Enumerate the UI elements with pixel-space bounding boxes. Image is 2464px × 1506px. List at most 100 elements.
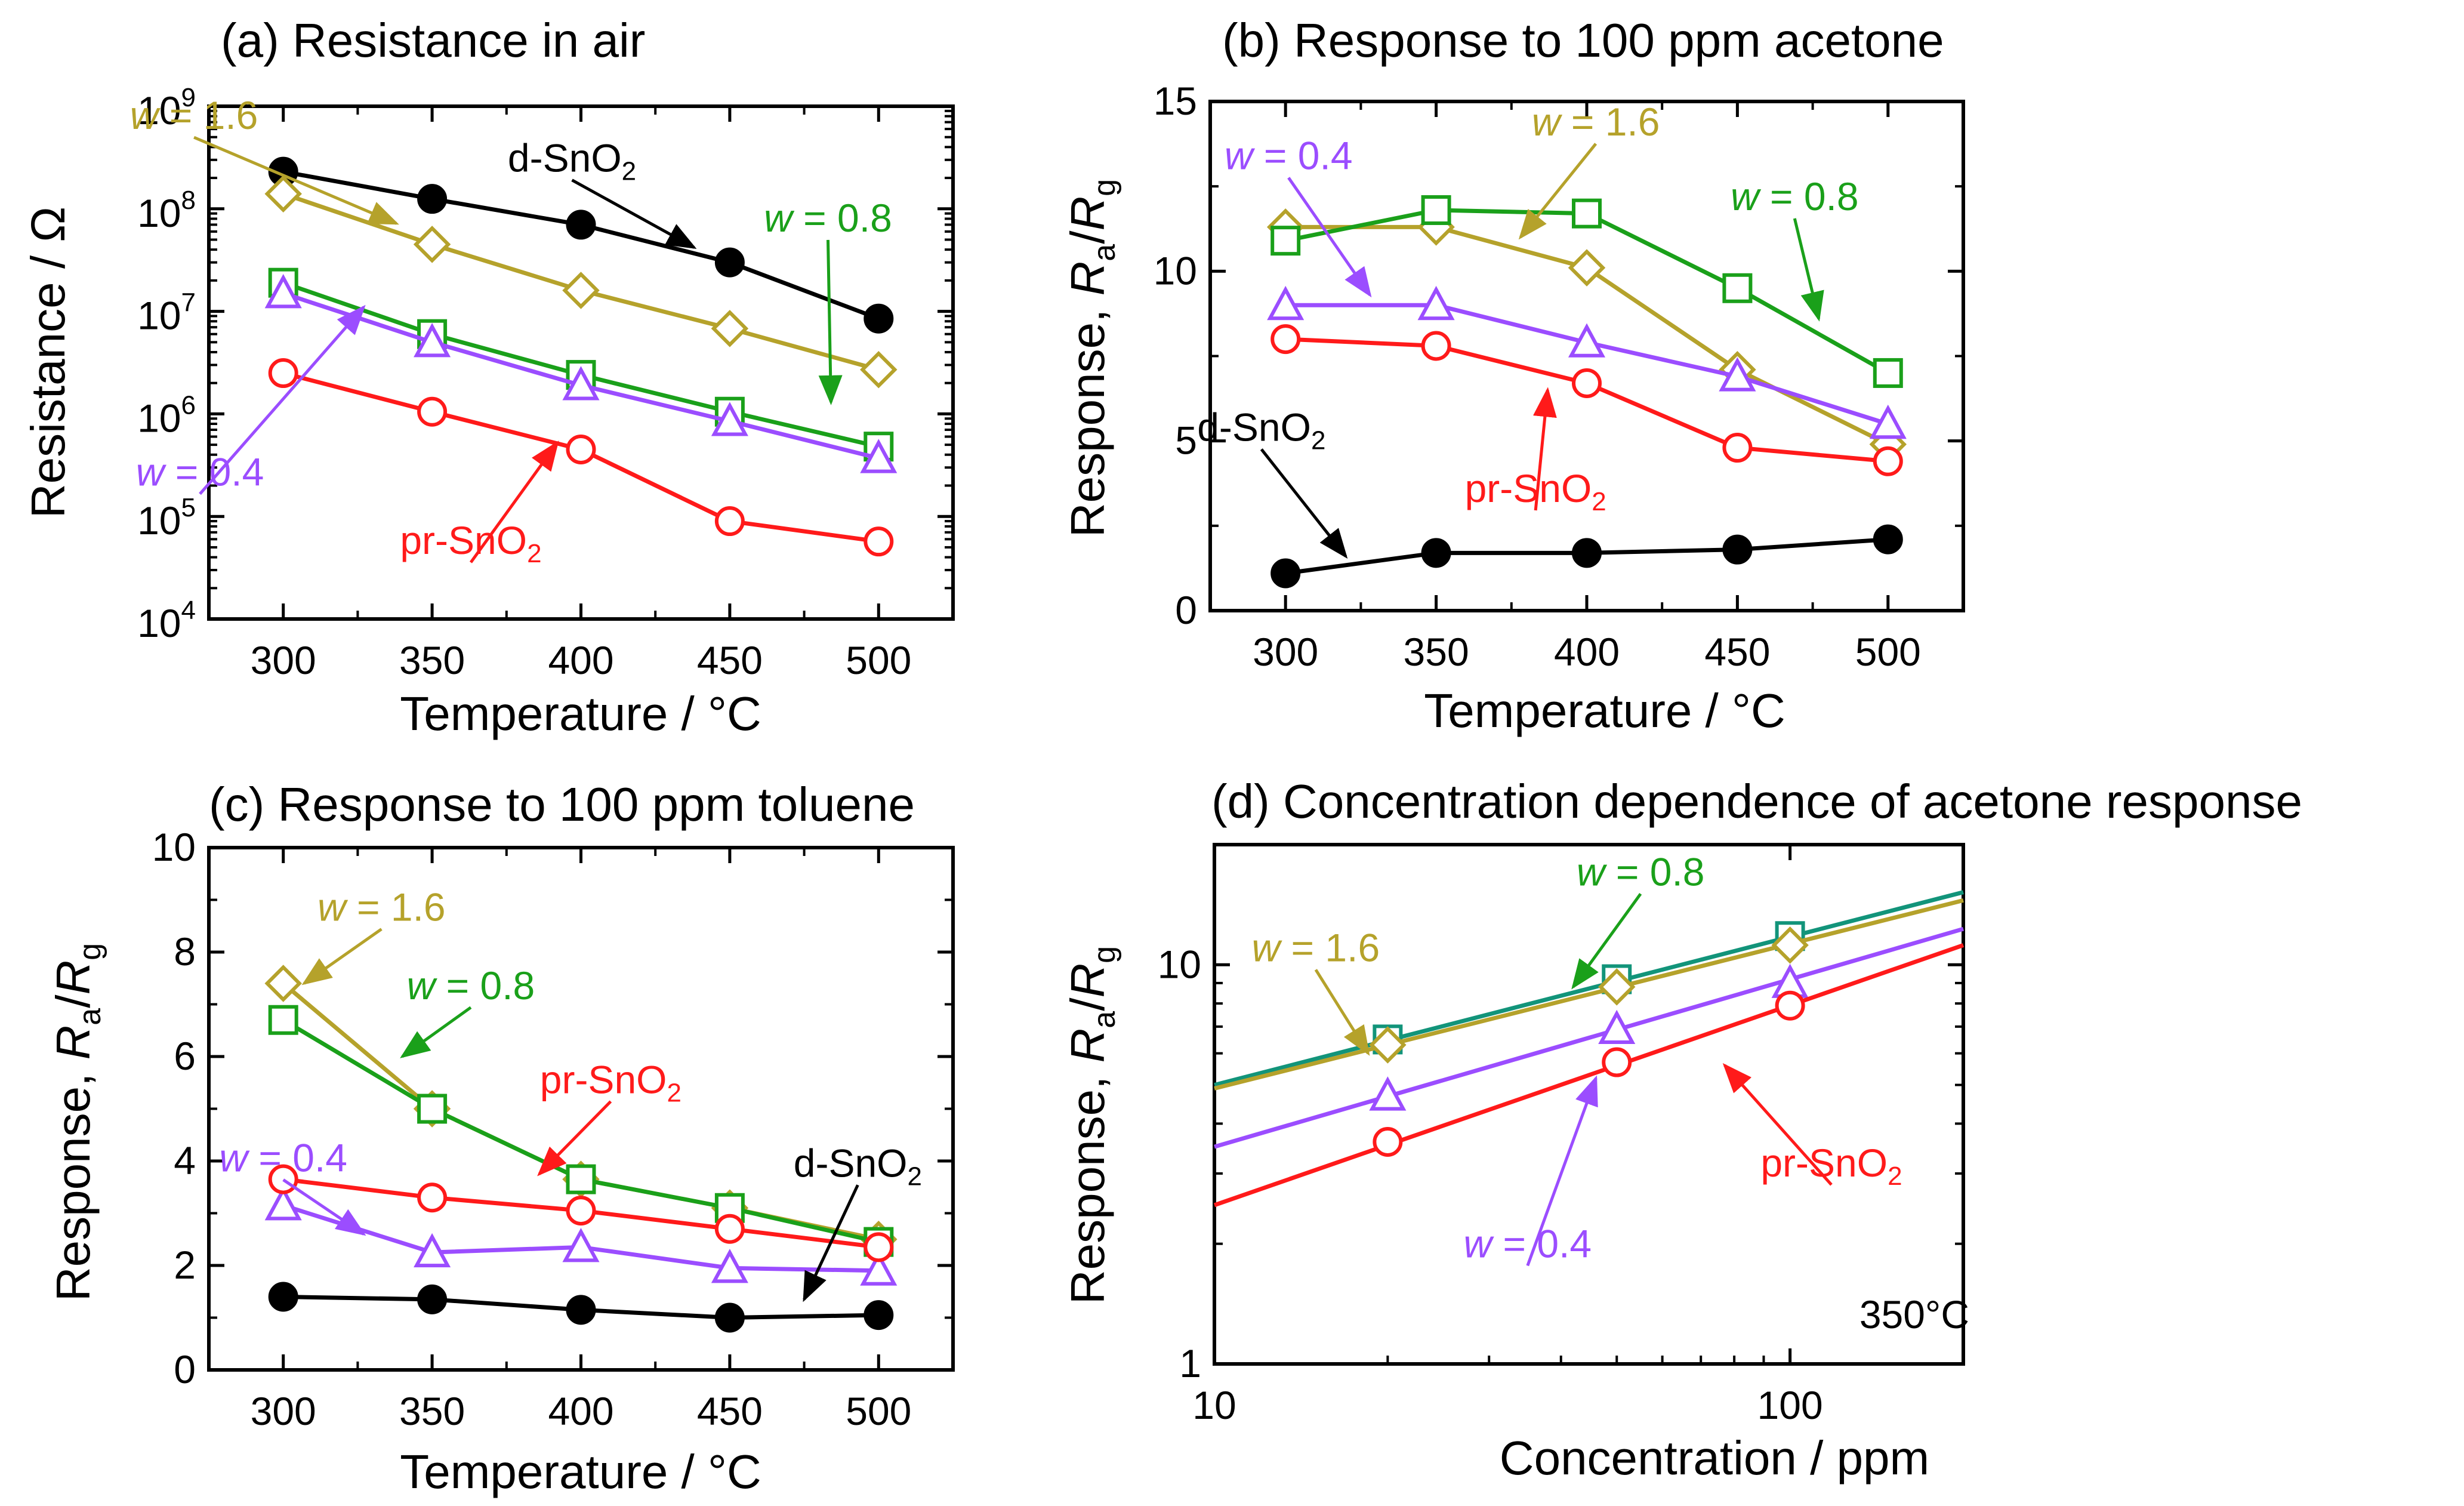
panel-b-point-w-0-8 <box>1722 273 1753 303</box>
panel-d-point-pr-sno2 <box>1373 1127 1403 1157</box>
panel-d-frame <box>1213 843 1965 1366</box>
panel-b-xlabel: Temperature / °C <box>1424 684 1785 737</box>
panel-c-series-w-0-4 <box>264 1186 898 1286</box>
panel-c-point-pr-sno2 <box>566 1196 596 1226</box>
panel-c-arrow-w-1-6 <box>301 928 383 985</box>
panel-b-ylabel: Response, Ra/Rg <box>1061 179 1122 537</box>
panel-b-point-w-0-4 <box>1417 285 1455 321</box>
ylabel-d-5: g <box>1087 946 1122 963</box>
panel-b-point-w-0-4 <box>1267 285 1305 321</box>
panel-b: (b) Response to 100 ppm acetone Response… <box>1061 14 1965 737</box>
panel-b-arrow-w-0-8 <box>1793 218 1824 322</box>
panel-b-point-d-sno2 <box>1873 524 1903 555</box>
ylabel-b-3: / <box>1061 230 1114 244</box>
panel-b-point-pr-sno2 <box>1873 446 1903 476</box>
ylabel-b-5: g <box>1087 179 1122 196</box>
panel-b-series-w-0-4 <box>1267 285 1907 439</box>
panel-d-label-pr-sno2: pr-SnO2 <box>1760 1141 1902 1191</box>
panel-c-ylabel-text: Response, Ra/Rg <box>47 943 107 1301</box>
panel-b-arrow-w-0-4 <box>1287 177 1372 298</box>
panel-b-point-w-0-8 <box>1421 195 1451 225</box>
panel-a-label-w-0-8: w = 0.8 <box>764 196 892 240</box>
panel-d-label-w-0-8: w = 0.8 <box>1577 849 1705 894</box>
panel-c-point-w-0-4 <box>264 1186 302 1221</box>
panel-a-xtick-label: 400 <box>548 638 613 682</box>
panel-c-xtick-label: 300 <box>251 1389 316 1433</box>
panel-c-point-w-0-8 <box>268 1005 298 1035</box>
panel-c-point-d-sno2 <box>417 1284 448 1314</box>
panel-a-ytick-label: 109 <box>137 83 196 133</box>
panel-a-arrow-w-1-6 <box>193 135 399 225</box>
panel-d-xtick-label: 10 <box>1192 1383 1236 1427</box>
panel-b-point-w-1-6 <box>1568 249 1606 287</box>
panel-a-point-w-1-6 <box>264 175 302 212</box>
panel-b-series-pr-sno2 <box>1270 324 1903 476</box>
panel-d-xlabel: Concentration / ppm <box>1500 1431 1929 1485</box>
panel-b-point-d-sno2 <box>1722 534 1753 565</box>
panel-c-label-pr-sno2: pr-SnO2 <box>540 1057 681 1107</box>
panel-d-xtick-label: 100 <box>1757 1383 1823 1427</box>
panel-d-ylabel-text: Response, Ra/Rg <box>1061 946 1122 1304</box>
panel-a-point-pr-sno2 <box>566 434 596 464</box>
panel-a-point-pr-sno2 <box>417 396 448 427</box>
panel-c-point-pr-sno2 <box>417 1182 448 1213</box>
panel-d-label-w-0-4: w = 0.4 <box>1463 1221 1592 1265</box>
panel-a-series-w-1-6 <box>264 175 898 389</box>
panel-c-point-w-0-4 <box>562 1228 600 1262</box>
panel-b-label-w-1-6: w = 1.6 <box>1532 100 1660 144</box>
panel-c-xlabel: Temperature / °C <box>400 1445 761 1498</box>
ylabel-b-0: Response, <box>1061 295 1114 537</box>
panel-c-ytick-label: 4 <box>174 1138 196 1182</box>
panel-d-series-w-0-4 <box>1214 926 1964 1149</box>
panel-b-xtick-label: 450 <box>1704 630 1770 674</box>
panel-c-ytick-label: 6 <box>174 1034 196 1078</box>
panel-d-point-pr-sno2 <box>1602 1047 1632 1077</box>
panel-c-point-w-0-4 <box>860 1251 898 1286</box>
panel-c-label-w-0-4: w = 0.4 <box>219 1136 347 1180</box>
panel-d-point-pr-sno2 <box>1775 990 1805 1021</box>
panel-d-series-w-1-6 <box>1214 898 1964 1091</box>
panel-b-series-w-0-8 <box>1270 195 1903 388</box>
panel-c-point-d-sno2 <box>864 1300 894 1331</box>
panel-c-point-pr-sno2 <box>864 1232 894 1262</box>
panel-c-ytick-label: 2 <box>174 1243 196 1287</box>
panel-a-arrow-pr-sno2 <box>469 441 559 563</box>
panel-c-series-w-0-8 <box>268 1005 894 1257</box>
panel-c-plot: 300 350 400 450 500 0 2 4 6 8 10 w = 1.6 w = 0.8 pr-S… <box>152 825 955 1433</box>
panel-a-point-w-0-4 <box>860 439 898 473</box>
panel-a-point-w-0-4 <box>264 274 302 309</box>
panel-d-ytick-label: 10 <box>1158 942 1201 986</box>
panel-d-arrow-w-0-4 <box>1526 1075 1598 1267</box>
panel-a-point-pr-sno2 <box>864 526 894 557</box>
panel-a-xtick-label: 350 <box>399 638 465 682</box>
panel-a-xtick-label: 450 <box>697 638 763 682</box>
panel-c-ytick-label: 10 <box>152 825 196 869</box>
panel-b-label-w-0-4: w = 0.4 <box>1225 134 1353 178</box>
ylabel-d-1: R <box>1061 1028 1114 1063</box>
panel-b-label-d-sno2: d-SnO2 <box>1197 405 1325 455</box>
panel-c-point-pr-sno2 <box>714 1214 745 1244</box>
panel-a-point-pr-sno2 <box>714 506 745 537</box>
panel-d: (d) Concentration dependence of acetone … <box>1061 775 2302 1485</box>
ylabel-d-3: / <box>1061 997 1114 1011</box>
panel-a-point-w-1-6 <box>860 351 898 389</box>
panel-b-point-pr-sno2 <box>1270 324 1301 355</box>
panel-b-point-w-0-8 <box>1572 198 1602 229</box>
panel-b-arrow-d-sno2 <box>1260 448 1348 559</box>
panel-c: (c) Response to 100 ppm toluene Response… <box>47 778 955 1498</box>
temperature-note: 350°C <box>1859 1292 1969 1336</box>
panel-c-point-w-0-4 <box>711 1249 748 1283</box>
panel-a-point-d-sno2 <box>417 184 448 214</box>
panel-b-point-pr-sno2 <box>1722 433 1753 463</box>
panel-b-point-d-sno2 <box>1421 538 1451 568</box>
panel-d-title: (d) Concentration dependence of acetone … <box>1211 775 2302 828</box>
panel-a-title: (a) Resistance in air <box>221 14 645 67</box>
panel-b-label-pr-sno2: pr-SnO2 <box>1465 466 1606 516</box>
panel-a-arrow-w-0-4 <box>199 304 366 495</box>
panel-b-xtick-label: 350 <box>1404 630 1469 674</box>
ylabel-d-4: R <box>1061 963 1114 998</box>
panel-c-label-w-1-6: w = 1.6 <box>317 885 446 929</box>
panel-c-arrow-w-0-8 <box>400 1006 472 1058</box>
